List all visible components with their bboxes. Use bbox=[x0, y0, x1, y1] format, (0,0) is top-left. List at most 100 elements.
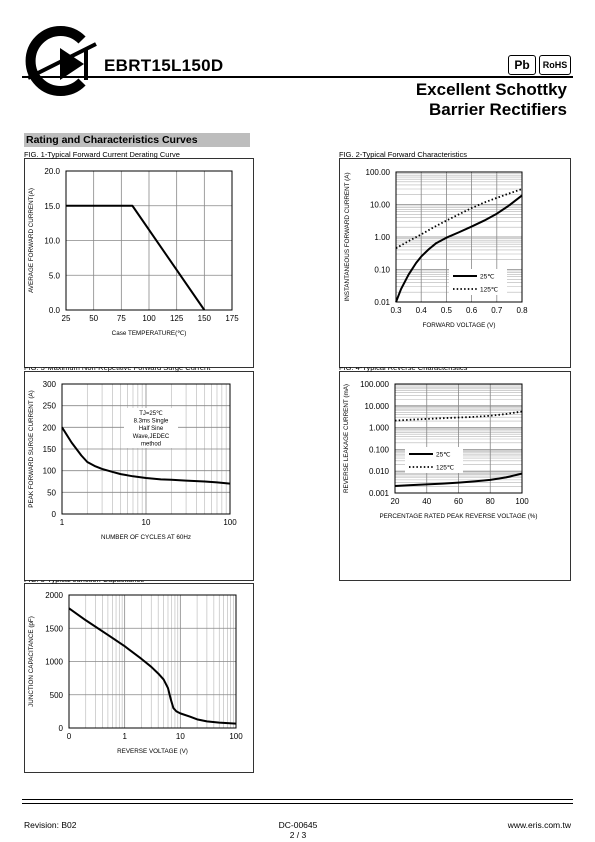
y-axis-title: AVERAGE FORWARD CURRENT(A) bbox=[28, 188, 35, 293]
chart-frame bbox=[24, 158, 254, 368]
y-tick-label: 1.00 bbox=[374, 233, 390, 242]
x-tick-label: 60 bbox=[454, 497, 463, 506]
series-line bbox=[68, 607, 237, 725]
x-tick-label: 0.4 bbox=[416, 306, 428, 315]
x-tick-label: 20 bbox=[391, 497, 400, 506]
grid bbox=[68, 594, 237, 729]
series-line-125℃ bbox=[395, 188, 523, 250]
fig1-title: FIG. 1-Typical Forward Current Derating … bbox=[24, 150, 180, 159]
y-tick-label: 100.000 bbox=[360, 380, 389, 389]
y-tick-label: 0.0 bbox=[49, 306, 61, 315]
y-axis-title: JUNCTION CAPACITANCE (pF) bbox=[28, 616, 35, 707]
footer-website: www.eris.com.tw bbox=[507, 820, 571, 830]
annotation-text: method bbox=[141, 441, 161, 447]
fig4-chart: 20 40 60 80 100 0.001 0.010 0.100 1.000 10.000 100… bbox=[339, 371, 571, 581]
plot-area bbox=[65, 170, 233, 311]
fig2-chart: 0.3 0.4 0.5 0.6 0.7 0.8 0.01 0.10 1.00 10.00 100.0… bbox=[339, 158, 571, 368]
company-logo bbox=[25, 26, 97, 96]
x-axis-title: Case TEMPERATURE(℃) bbox=[112, 330, 187, 337]
footer-page: 2 / 3 bbox=[289, 830, 307, 840]
y-tick-label: 2000 bbox=[45, 591, 63, 600]
x-tick-label: 10 bbox=[176, 732, 185, 741]
x-axis-title: NUMBER OF CYCLES AT 60Hz bbox=[101, 534, 191, 541]
y-axis-title: INSTANTANEOUS FORWARD CURRENT (A) bbox=[344, 172, 351, 301]
legend-label: 25℃ bbox=[480, 274, 495, 281]
plot-area bbox=[68, 594, 237, 729]
annotation-text: Half Sine bbox=[139, 426, 164, 432]
footer-rule-bottom bbox=[22, 803, 573, 804]
y-tick-label: 20.0 bbox=[44, 167, 60, 176]
rohs-badge: RoHS bbox=[539, 55, 571, 75]
lead-free-badge: Pb bbox=[508, 55, 536, 75]
chart-frame bbox=[339, 158, 571, 368]
legend-label: 25℃ bbox=[436, 452, 451, 459]
x-tick-label: 100 bbox=[223, 518, 237, 527]
y-tick-label: 15.0 bbox=[44, 202, 60, 211]
annotation-text: 8.3ms Single bbox=[134, 419, 169, 425]
plot-area bbox=[394, 383, 523, 494]
y-tick-label: 10.00 bbox=[370, 201, 391, 210]
x-tick-label: 1 bbox=[60, 518, 65, 527]
series-line-25℃ bbox=[395, 194, 523, 303]
legend: 25℃ 125℃ bbox=[405, 447, 463, 473]
legend: 25℃ 125℃ bbox=[449, 269, 507, 295]
y-tick-label: 10.0 bbox=[44, 237, 60, 246]
y-tick-label: 50 bbox=[47, 488, 56, 497]
series-line bbox=[66, 204, 206, 311]
header-rule bbox=[22, 76, 573, 78]
fig3-chart: 1 10 100 0 50 100 150 200 250 300 NUMBER OF CYCLES… bbox=[24, 371, 254, 581]
y-tick-label: 0.010 bbox=[369, 467, 390, 476]
product-title-line2: Barrier Rectifiers bbox=[429, 100, 567, 119]
x-tick-label: 125 bbox=[170, 314, 184, 323]
x-tick-label: 1 bbox=[122, 732, 127, 741]
x-tick-label: 0.3 bbox=[390, 306, 402, 315]
y-tick-label: 0.001 bbox=[369, 489, 390, 498]
plot-area bbox=[395, 171, 523, 303]
annotation-text: Wave,JEDEC bbox=[133, 434, 170, 440]
y-tick-label: 10.000 bbox=[365, 402, 390, 411]
annotation-text: TJ=25℃ bbox=[139, 411, 163, 417]
x-tick-label: 0.6 bbox=[466, 306, 478, 315]
series-line-25℃ bbox=[394, 472, 523, 487]
product-title-line1: Excellent Schottky bbox=[415, 80, 567, 99]
grid bbox=[61, 383, 231, 515]
y-tick-label: 1500 bbox=[45, 624, 63, 633]
chart-frame bbox=[24, 583, 254, 773]
legend-box bbox=[405, 447, 463, 473]
x-tick-label: 25 bbox=[62, 314, 71, 323]
x-tick-label: 50 bbox=[89, 314, 98, 323]
y-tick-label: 5.0 bbox=[49, 271, 61, 280]
y-tick-label: 1.000 bbox=[369, 424, 390, 433]
y-tick-label: 0.10 bbox=[374, 266, 390, 275]
x-tick-label: 0.8 bbox=[516, 306, 528, 315]
x-tick-label: 150 bbox=[198, 314, 212, 323]
series-line bbox=[61, 426, 231, 485]
section-title: Rating and Characteristics Curves bbox=[24, 133, 250, 147]
y-tick-label: 0 bbox=[52, 510, 57, 519]
footer-doc-number: DC-00645 bbox=[278, 820, 318, 830]
y-tick-label: 100 bbox=[43, 467, 57, 476]
chart-frame bbox=[24, 371, 254, 581]
y-tick-label: 1000 bbox=[45, 658, 63, 667]
part-number: EBRT15L150D bbox=[104, 56, 224, 75]
annotation-box bbox=[124, 408, 178, 448]
y-tick-label: 0.01 bbox=[374, 298, 390, 307]
legend-label: 125℃ bbox=[480, 287, 499, 294]
x-tick-label: 100 bbox=[515, 497, 529, 506]
x-tick-label: 100 bbox=[142, 314, 156, 323]
y-axis-title: PEAK FORWARD SURGE CURRENT (A) bbox=[28, 390, 35, 507]
footer-revision: Revision: B02 bbox=[24, 820, 77, 830]
x-tick-label: 0.7 bbox=[491, 306, 503, 315]
y-tick-label: 200 bbox=[43, 423, 57, 432]
plot-area bbox=[61, 383, 231, 515]
x-axis-title: FORWARD VOLTAGE (V) bbox=[423, 322, 496, 329]
x-tick-label: 40 bbox=[422, 497, 431, 506]
footer-rule-top bbox=[22, 799, 573, 800]
legend-box bbox=[449, 269, 507, 295]
y-tick-label: 100.00 bbox=[366, 168, 391, 177]
x-axis-title: PERCENTAGE RATED PEAK REVERSE VOLTAGE (%… bbox=[379, 513, 537, 520]
y-tick-label: 0 bbox=[59, 724, 64, 733]
x-tick-label: 0 bbox=[67, 732, 72, 741]
x-tick-label: 75 bbox=[117, 314, 126, 323]
